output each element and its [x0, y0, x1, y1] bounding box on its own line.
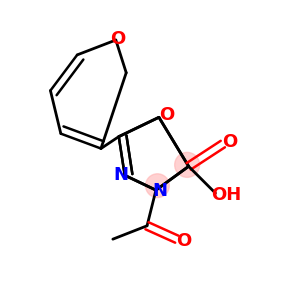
Text: N: N: [113, 166, 128, 184]
Text: O: O: [223, 133, 238, 151]
Text: N: N: [152, 182, 167, 200]
Text: O: O: [176, 232, 191, 250]
Text: O: O: [160, 106, 175, 124]
Text: OH: OH: [212, 186, 242, 204]
Circle shape: [175, 152, 200, 177]
Text: O: O: [111, 29, 126, 47]
Circle shape: [146, 174, 169, 198]
